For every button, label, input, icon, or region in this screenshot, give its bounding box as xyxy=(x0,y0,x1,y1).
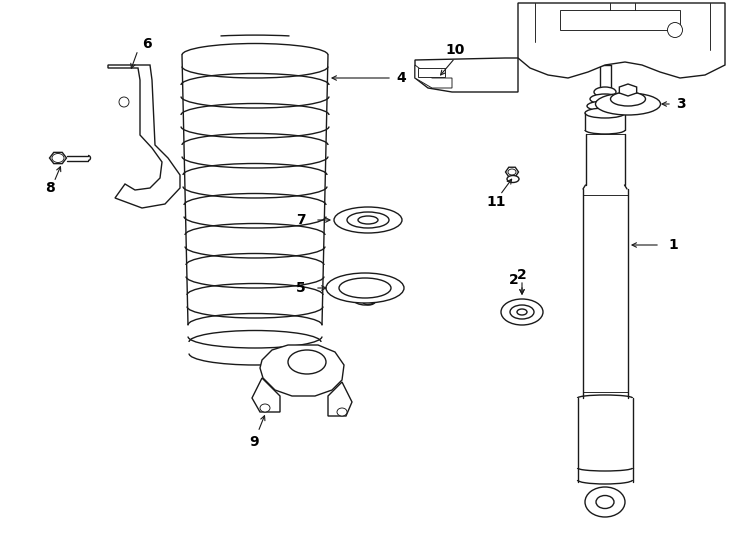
Text: 1: 1 xyxy=(668,238,677,252)
Ellipse shape xyxy=(667,23,683,37)
Ellipse shape xyxy=(517,309,527,315)
Ellipse shape xyxy=(326,273,404,303)
Ellipse shape xyxy=(585,108,625,118)
Polygon shape xyxy=(418,68,445,77)
Polygon shape xyxy=(252,378,280,412)
Text: 3: 3 xyxy=(676,97,686,111)
Polygon shape xyxy=(518,3,725,78)
Ellipse shape xyxy=(590,94,620,104)
Text: 5: 5 xyxy=(297,281,306,295)
Ellipse shape xyxy=(260,404,270,412)
Text: 8: 8 xyxy=(45,181,55,195)
Ellipse shape xyxy=(358,216,378,224)
Ellipse shape xyxy=(585,487,625,517)
Ellipse shape xyxy=(501,299,543,325)
Ellipse shape xyxy=(596,496,614,509)
Text: 9: 9 xyxy=(249,435,259,449)
Ellipse shape xyxy=(339,278,391,298)
Ellipse shape xyxy=(507,176,519,183)
Ellipse shape xyxy=(347,212,389,228)
Text: 10: 10 xyxy=(446,43,465,57)
Ellipse shape xyxy=(611,92,645,106)
Text: 2: 2 xyxy=(509,273,519,287)
Ellipse shape xyxy=(595,93,661,115)
Ellipse shape xyxy=(337,408,347,416)
Polygon shape xyxy=(560,10,680,30)
Ellipse shape xyxy=(288,350,326,374)
Ellipse shape xyxy=(508,169,516,175)
Polygon shape xyxy=(108,65,180,208)
Ellipse shape xyxy=(594,87,616,97)
Polygon shape xyxy=(619,84,636,96)
Ellipse shape xyxy=(334,207,402,233)
Ellipse shape xyxy=(119,97,129,107)
Polygon shape xyxy=(506,167,518,177)
Text: 6: 6 xyxy=(142,37,152,51)
Polygon shape xyxy=(415,58,518,92)
Text: 4: 4 xyxy=(396,71,406,85)
Ellipse shape xyxy=(587,101,623,111)
Polygon shape xyxy=(260,345,344,396)
Text: 2: 2 xyxy=(517,268,527,282)
Text: 11: 11 xyxy=(486,195,506,209)
Ellipse shape xyxy=(510,305,534,319)
Ellipse shape xyxy=(52,153,64,163)
Polygon shape xyxy=(328,382,352,416)
Text: 7: 7 xyxy=(297,213,306,227)
Polygon shape xyxy=(49,152,67,164)
Polygon shape xyxy=(415,65,452,88)
